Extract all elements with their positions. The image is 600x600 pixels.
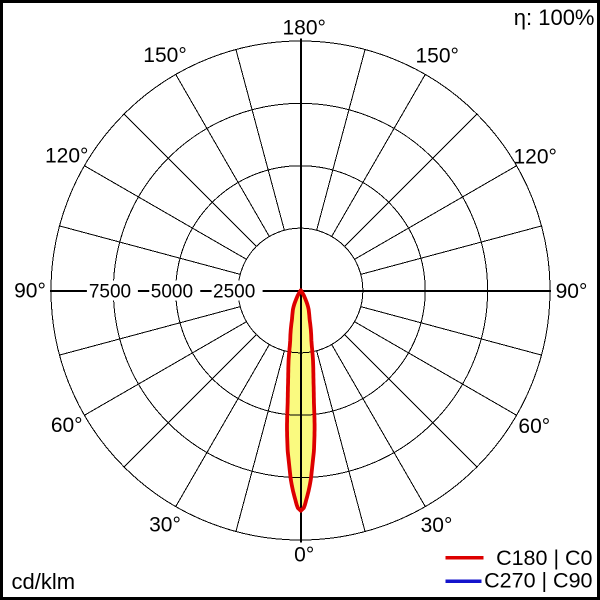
- svg-text:2500: 2500: [213, 282, 255, 303]
- svg-text:120°: 120°: [45, 144, 88, 167]
- svg-text:30°: 30°: [421, 514, 453, 537]
- svg-text:150°: 150°: [415, 45, 458, 68]
- svg-text:7500: 7500: [89, 282, 131, 303]
- svg-text:cd/klm: cd/klm: [12, 569, 76, 594]
- svg-text:30°: 30°: [149, 514, 181, 537]
- svg-text:90°: 90°: [556, 280, 588, 303]
- svg-text:60°: 60°: [518, 415, 550, 438]
- svg-text:C270 | C90: C270 | C90: [484, 568, 592, 592]
- svg-text:90°: 90°: [14, 280, 46, 303]
- svg-text:180°: 180°: [282, 16, 325, 39]
- svg-text:η: 100%: η: 100%: [514, 5, 595, 30]
- svg-text:C180 | C0: C180 | C0: [496, 546, 592, 570]
- svg-text:150°: 150°: [143, 44, 186, 67]
- svg-text:60°: 60°: [51, 414, 83, 437]
- svg-text:5000: 5000: [151, 282, 193, 303]
- svg-text:0°: 0°: [294, 544, 314, 567]
- svg-text:120°: 120°: [513, 146, 556, 169]
